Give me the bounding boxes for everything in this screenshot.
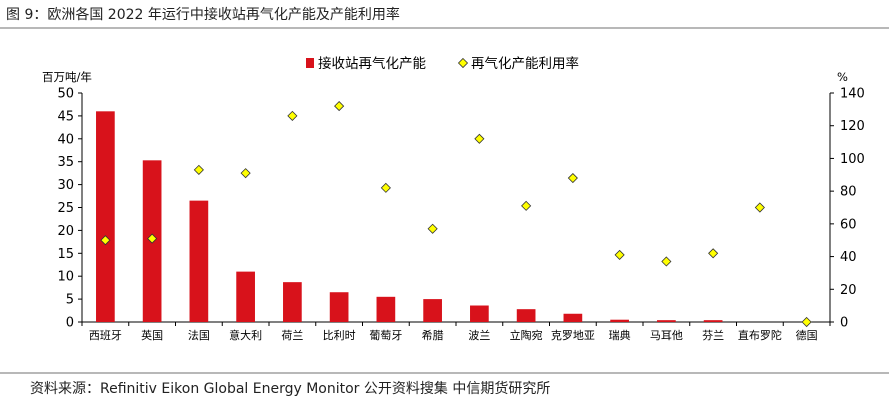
scatter-point [567, 172, 578, 184]
left-axis-tick-label: 25 [57, 201, 74, 216]
legend-point-swatch [457, 57, 469, 69]
left-axis-tick-label: 30 [57, 178, 74, 193]
scatter-point [427, 223, 438, 234]
left-axis-tick-label: 20 [57, 224, 74, 239]
left-axis-tick-label: 10 [57, 270, 74, 285]
x-tick-label: 英国 [141, 328, 163, 342]
scatter-point [334, 101, 345, 112]
scatter-point [380, 182, 391, 193]
scatter-point [661, 256, 672, 267]
bar-series [96, 111, 723, 322]
legend-bar-swatch [306, 58, 314, 68]
chart-axes: 0 5 10 15 20 25 30 35 40 45 50 0 20 40 60 80 100 120 140 百万… [42, 70, 865, 331]
right-axis-tick-label: 120 [840, 119, 865, 134]
legend-bar-label: 接收站再气化产能 [318, 55, 426, 72]
scatter-point [754, 202, 765, 213]
bottom-divider [0, 372, 889, 374]
scatter-point [193, 164, 204, 175]
legend: 接收站再气化产能 再气化产能利用率 [306, 55, 579, 72]
right-axis-tick-label: 20 [840, 283, 857, 298]
bar [657, 320, 676, 322]
scatter-point [614, 249, 625, 261]
bar [703, 320, 723, 322]
x-tick-label: 荷兰 [281, 329, 303, 342]
scatter-point [521, 200, 532, 211]
x-tick-label: 直布罗陀 [738, 328, 782, 342]
left-axis-tick-label: 40 [57, 132, 74, 147]
bar [376, 296, 396, 322]
scatter-point [708, 248, 719, 259]
right-axis-tick-label: 100 [840, 152, 865, 167]
bar [329, 292, 349, 322]
right-axis-tick-label: 140 [840, 87, 865, 102]
bar [516, 309, 536, 322]
x-tick-label: 葡萄牙 [369, 329, 402, 342]
source-note: 资料来源：Refinitiv Eikon Global Energy Monit… [30, 381, 551, 397]
x-tick-label: 克罗地亚 [551, 329, 595, 342]
scatter-point [147, 233, 158, 244]
bar [563, 313, 583, 322]
left-axis-tick-label: 50 [57, 87, 74, 102]
right-axis-tick-label: 0 [840, 316, 848, 331]
scatter-point [474, 133, 485, 144]
x-tick-label: 比利时 [323, 329, 356, 342]
x-tick-label: 瑞典 [609, 328, 631, 342]
left-axis-tick-label: 0 [66, 316, 74, 331]
x-tick-label: 意大利 [229, 328, 262, 342]
chart: 0 5 10 15 20 25 30 35 40 45 50 0 20 40 60 80 100 120 140 百万… [42, 55, 865, 342]
scatter-point [100, 235, 111, 246]
top-divider [0, 27, 889, 29]
bar [423, 299, 442, 322]
x-tick-label: 西班牙 [89, 329, 122, 342]
x-tick-label: 希腊 [422, 328, 444, 342]
scatter-point [801, 316, 812, 328]
left-axis-tick-label: 45 [57, 109, 74, 124]
figure-title: 图 9：欧洲各国 2022 年运行中接收站再气化产能及产能利用率 [6, 7, 400, 23]
bar [236, 271, 255, 322]
left-axis-tick-label: 35 [57, 155, 74, 170]
left-axis-label: 百万吨/年 [42, 70, 92, 84]
bar [283, 282, 302, 322]
right-axis-tick-label: 60 [840, 217, 857, 232]
left-axis-tick-label: 5 [66, 293, 74, 308]
bar [189, 200, 209, 322]
right-axis-tick-label: 40 [840, 250, 857, 265]
bar [96, 111, 115, 322]
right-axis-tick-label: 80 [840, 185, 857, 200]
x-tick-label: 马耳他 [650, 329, 683, 342]
legend-point-label: 再气化产能利用率 [471, 55, 579, 72]
x-tick-label: 芬兰 [702, 329, 724, 342]
x-tick-labels: 西班牙 英国 法国 意大利 荷兰 比利时 葡萄牙 希腊 波兰 立陶宛 克罗地亚 瑞典 马耳他 芬兰 直布罗陀… [89, 328, 818, 342]
bar [610, 319, 629, 322]
x-tick-label: 立陶宛 [510, 328, 543, 342]
scatter-series [100, 101, 812, 328]
x-tick-label: 法国 [188, 328, 210, 342]
x-tick-label: 波兰 [468, 329, 490, 342]
right-axis-label: % [837, 70, 848, 84]
left-axis-tick-label: 15 [57, 247, 74, 262]
bar [470, 305, 489, 322]
scatter-point [240, 168, 251, 179]
x-tick-label: 德国 [796, 328, 818, 342]
scatter-point [287, 110, 298, 121]
